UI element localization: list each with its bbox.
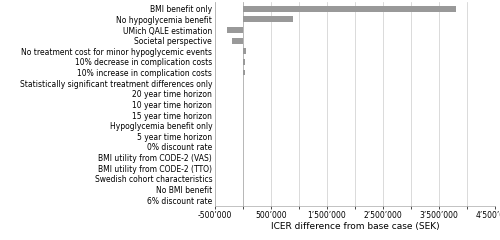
Bar xyxy=(243,70,244,75)
Bar xyxy=(232,38,243,44)
X-axis label: ICER difference from base case (SEK): ICER difference from base case (SEK) xyxy=(270,222,440,231)
Bar xyxy=(228,27,243,33)
Bar xyxy=(243,6,456,12)
Bar xyxy=(243,59,244,65)
Bar xyxy=(243,17,294,22)
Bar xyxy=(243,48,246,54)
